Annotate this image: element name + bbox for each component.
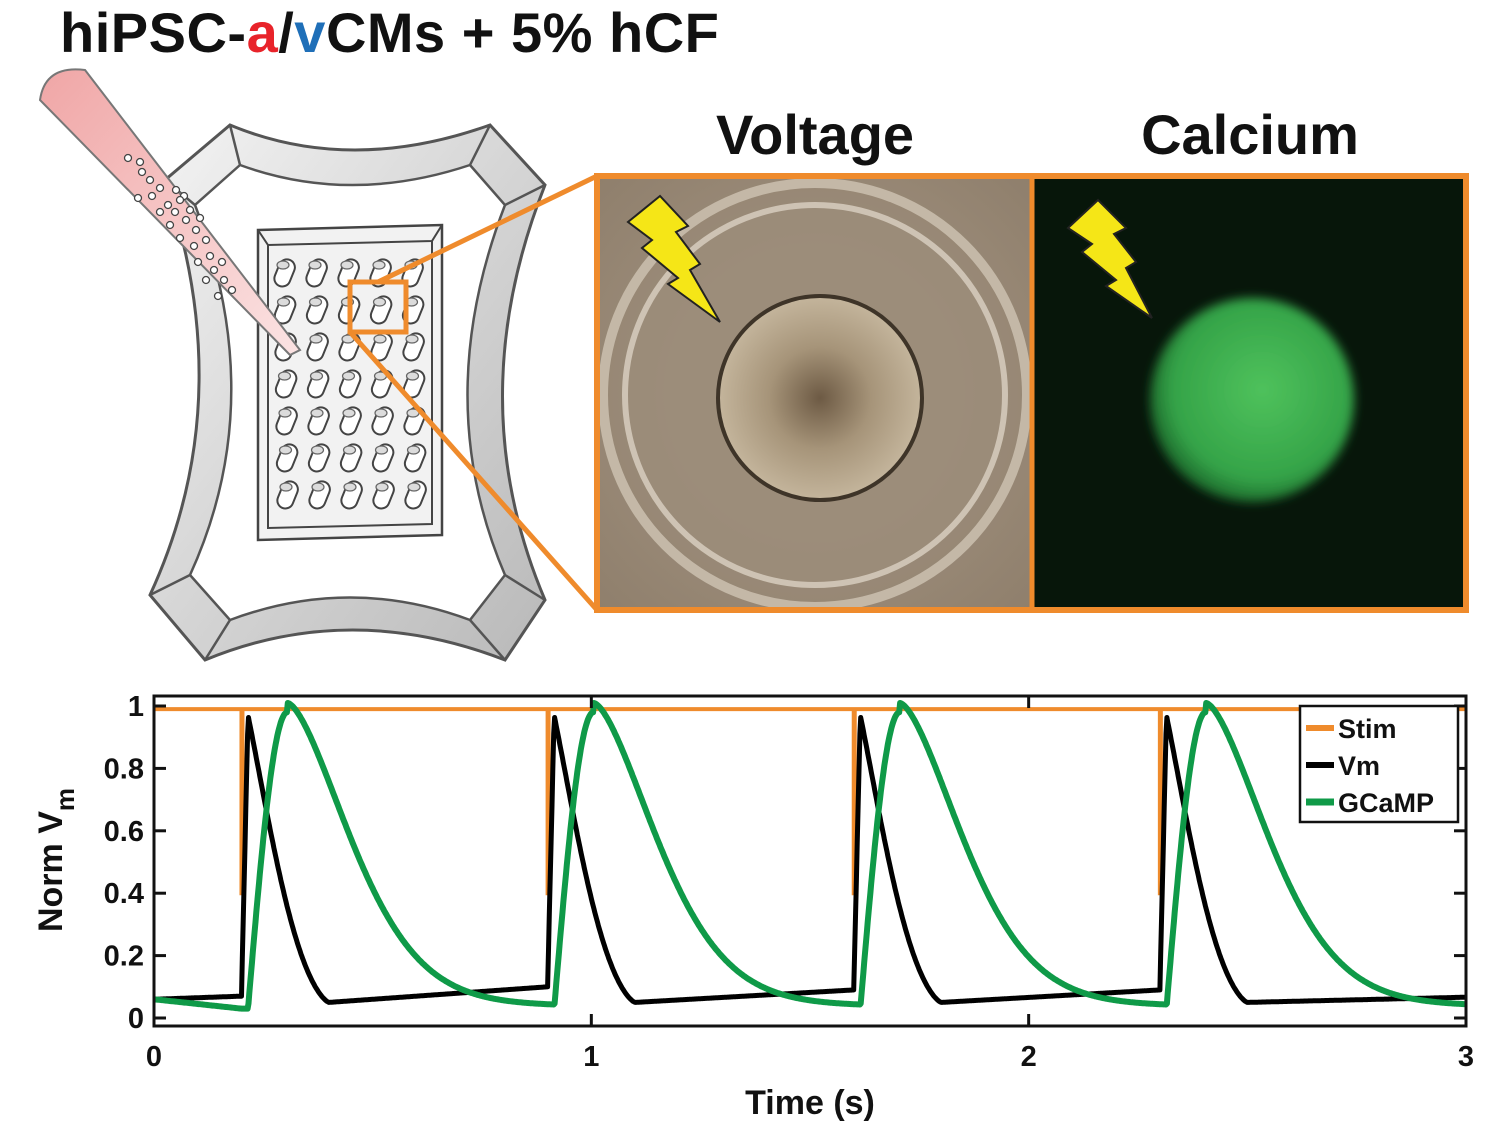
- cell-dot: [170, 207, 180, 217]
- y-tick-label: 0.2: [104, 941, 144, 973]
- x-axis-label: Time (s): [745, 1084, 875, 1122]
- plot-area: [151, 700, 1469, 1012]
- microwell: [306, 369, 330, 399]
- microwell: [275, 443, 299, 473]
- cell-dot: [155, 207, 165, 217]
- microwell: [307, 443, 331, 473]
- cell-dot: [175, 195, 185, 205]
- microwell: [339, 406, 362, 436]
- cell-dot: [175, 233, 185, 243]
- y-tick-label: 0.8: [104, 753, 144, 785]
- voltage-brightfield-image: [597, 176, 1032, 612]
- calcium-panel-label: Calcium: [1141, 103, 1359, 166]
- pipette-icon: [38, 68, 302, 357]
- microwell: [305, 258, 328, 288]
- microwell: [371, 406, 394, 436]
- y-axis-label: Norm Vm: [32, 788, 80, 932]
- cell-dot: [219, 275, 229, 285]
- y-axis-label-sub: m: [50, 788, 80, 811]
- microwell: [338, 369, 362, 399]
- cell-dot: [213, 291, 223, 301]
- cell-dot: [155, 183, 165, 193]
- cell-dot: [123, 153, 133, 163]
- microwell: [273, 258, 296, 288]
- microwell: [402, 332, 425, 362]
- legend-entry: GCaMP: [1338, 788, 1434, 818]
- lightning-icon-calcium: [1066, 198, 1153, 319]
- microwell: [276, 480, 299, 510]
- cell-dot: [205, 251, 215, 261]
- cell-dot: [185, 205, 195, 215]
- y-tick-label: 0.6: [104, 816, 144, 848]
- microwell: [273, 295, 297, 325]
- chart-axes: 0 1 2 3 0 0.2 0.4 0.6 0.8 1: [104, 691, 1474, 1073]
- x-tick-label: 0: [146, 1041, 162, 1073]
- svg-text:Norm Vm: Norm Vm: [32, 788, 80, 932]
- cell-dot: [147, 191, 157, 201]
- title-ventricular-letter: v: [294, 1, 326, 64]
- microwell: [404, 480, 427, 510]
- microwell: [369, 295, 393, 325]
- cell-dot: [191, 225, 201, 235]
- chamber-illustration: [38, 68, 599, 662]
- lightning-icon-voltage: [626, 194, 721, 323]
- microwell: [371, 443, 395, 473]
- microwell-grid: [273, 258, 427, 510]
- microwell: [370, 332, 393, 362]
- cell-dot: [171, 185, 181, 195]
- voltage-panel-label: Voltage: [715, 103, 915, 166]
- x-tick-label: 2: [1021, 1041, 1037, 1073]
- x-tick-label: 1: [583, 1041, 599, 1073]
- microwell: [307, 406, 330, 436]
- axes-frame: [152, 694, 1468, 1028]
- title-prefix: hiPSC-: [60, 1, 247, 64]
- cell-dot: [137, 167, 147, 177]
- microwell: [339, 443, 363, 473]
- y-tick-label: 0: [128, 1003, 144, 1035]
- cell-dot: [201, 275, 211, 285]
- cell-dot: [195, 213, 205, 223]
- microwell: [305, 295, 329, 325]
- cell-dot: [181, 215, 191, 225]
- cell-dot: [209, 265, 219, 275]
- cell-dot: [193, 257, 203, 267]
- microwell: [275, 406, 298, 436]
- zoom-highlight: [347, 173, 599, 612]
- microscopy-panels: [594, 173, 1469, 613]
- cell-dot: [135, 157, 145, 167]
- cell-dot: [165, 220, 175, 230]
- cell-dots: [123, 153, 237, 301]
- series-line-stim: [154, 707, 1466, 896]
- microwell: [340, 480, 363, 510]
- cell-dot: [163, 200, 173, 210]
- figure-title: hiPSC-a/vCMs + 5% hCF: [60, 0, 719, 65]
- microwell: [306, 332, 329, 362]
- cell-dot: [189, 241, 199, 251]
- cell-dot: [133, 193, 143, 203]
- microwell: [308, 480, 331, 510]
- microwell-plate: [256, 223, 444, 542]
- y-axis-label-main: Norm V: [32, 811, 70, 932]
- chart-legend: Stim Vm GCaMP: [1298, 704, 1460, 824]
- cell-dot: [201, 235, 211, 245]
- legend-entry: Stim: [1338, 714, 1397, 744]
- y-tick-label: 0.4: [104, 878, 144, 910]
- series-line-vm: [152, 715, 1468, 1005]
- title-suffix: CMs + 5% hCF: [325, 1, 720, 64]
- legend-entry: Vm: [1338, 751, 1380, 781]
- title-slash: /: [278, 1, 295, 64]
- microwell: [372, 480, 395, 510]
- cell-dot: [217, 257, 227, 267]
- microwell: [274, 369, 298, 399]
- cell-dot: [145, 175, 155, 185]
- y-tick-label: 1: [128, 691, 144, 723]
- x-tick-label: 3: [1458, 1041, 1474, 1073]
- title-atrial-letter: a: [246, 1, 279, 64]
- series-line-gcamp: [151, 700, 1469, 1012]
- microwell: [403, 443, 427, 473]
- cell-dot: [227, 285, 237, 295]
